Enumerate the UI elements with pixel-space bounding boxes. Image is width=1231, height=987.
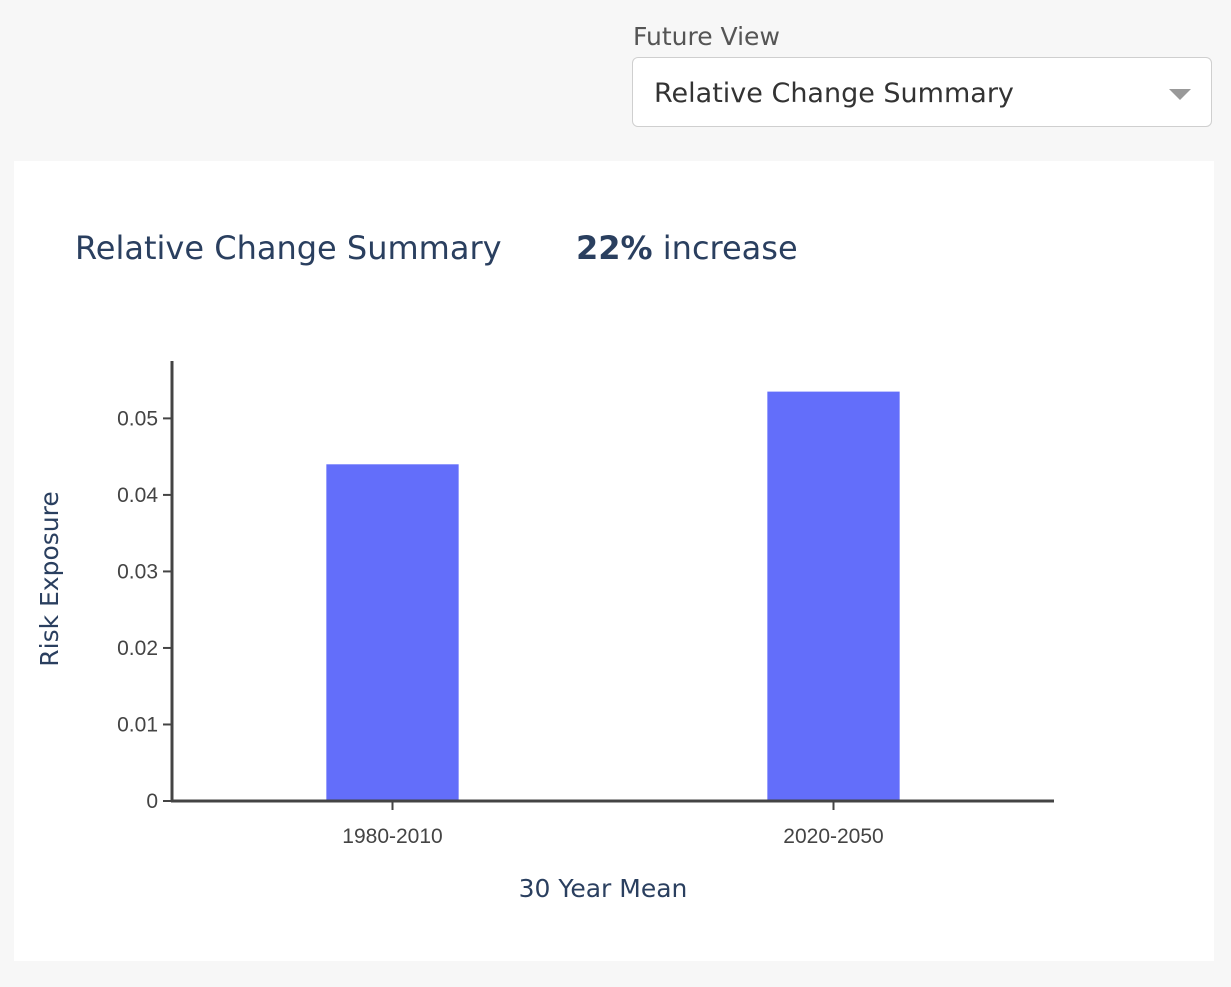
bar-1980-2010[interactable] [326, 464, 459, 801]
future-view-selected-value: Relative Change Summary [654, 78, 1014, 109]
x-tick-label: 2020-2050 [783, 825, 883, 848]
x-ticks-group: 1980-2010 2020-2050 [342, 801, 884, 848]
bars-group [326, 391, 900, 801]
y-tick-label: 0.01 [117, 713, 158, 736]
y-tick-label: 0.05 [117, 407, 158, 430]
x-tick-label: 1980-2010 [342, 825, 442, 848]
summary-percent: 22% [576, 229, 653, 267]
y-axis-title: Risk Exposure [35, 491, 64, 667]
future-view-select[interactable]: Relative Change Summary [632, 57, 1212, 127]
future-view-label: Future View [633, 22, 780, 51]
caret-down-icon[interactable] [1169, 89, 1191, 100]
y-tick-label: 0 [146, 790, 158, 813]
chart-card: Relative Change Summary 22% increase 0 0.… [14, 161, 1214, 961]
bar-2020-2050[interactable] [767, 391, 900, 801]
summary-suffix: increase [652, 229, 798, 267]
y-tick-label: 0.04 [117, 484, 158, 507]
summary-title: Relative Change Summary [75, 229, 502, 267]
y-tick-label: 0.03 [117, 560, 158, 583]
y-tick-label: 0.02 [117, 637, 158, 660]
y-ticks-group: 0 0.01 0.02 0.03 0.04 0.05 [117, 407, 172, 813]
summary-change: 22% increase [576, 229, 798, 267]
x-axis-title: 30 Year Mean [519, 874, 688, 903]
bar-chart: 0 0.01 0.02 0.03 0.04 0.05 1980-2010 2020-2050… [35, 361, 1054, 903]
